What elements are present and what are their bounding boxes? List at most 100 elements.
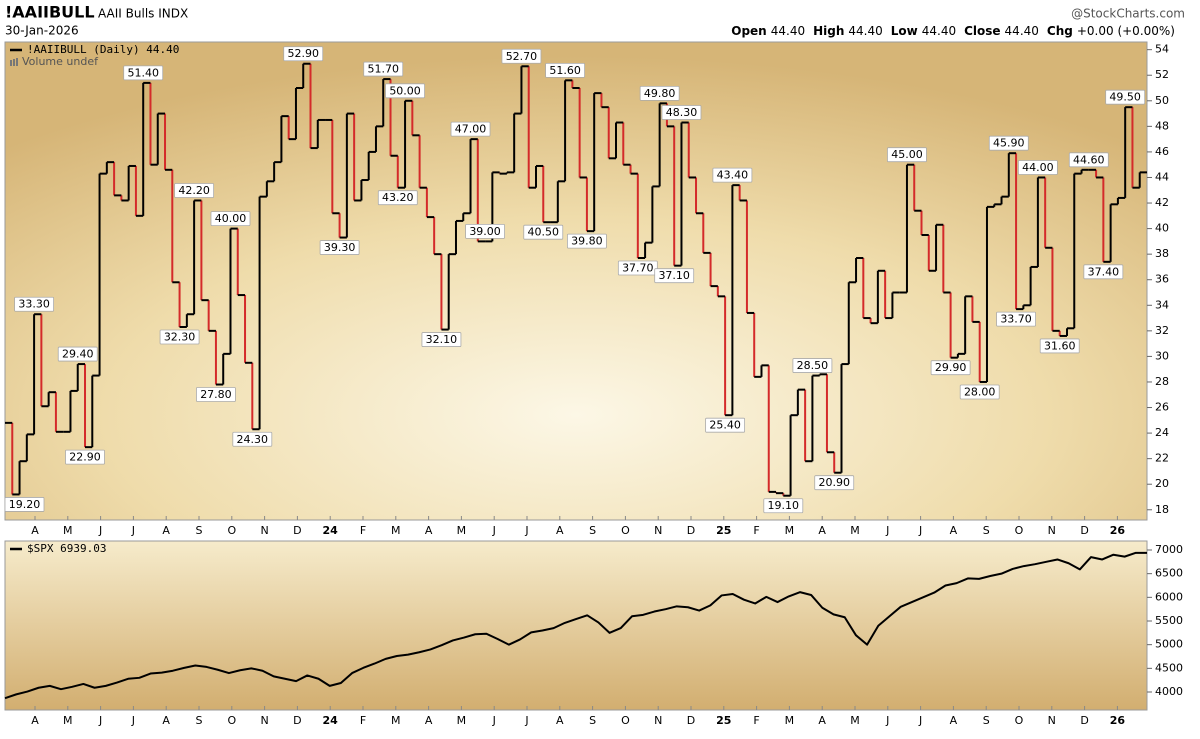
- data-label-box: [792, 358, 833, 373]
- x-tick-label: J: [524, 524, 528, 537]
- source: @StockCharts.com: [1071, 7, 1185, 21]
- data-label: 33.70: [1000, 313, 1032, 326]
- data-label: 25.40: [709, 419, 741, 432]
- x-tick-label: J: [131, 714, 135, 727]
- data-label-box: [639, 85, 680, 101]
- x-tick-label: J: [492, 714, 496, 727]
- x-tick-label: J: [524, 714, 528, 727]
- x-tick-label: M: [391, 714, 401, 727]
- data-label-box: [385, 83, 425, 99]
- x-tick-label: M: [63, 714, 73, 727]
- x-tick-label: 24: [323, 714, 339, 727]
- x-tick-label: A: [162, 714, 170, 727]
- x-tick-label: O: [1015, 714, 1024, 727]
- y-tick-label: 46: [1155, 145, 1169, 158]
- y-tick-label: 36: [1155, 273, 1169, 286]
- data-label: 48.30: [666, 106, 698, 119]
- data-label: 28.00: [964, 385, 996, 398]
- y-tick-label: 30: [1155, 349, 1169, 362]
- data-label-box: [159, 329, 200, 345]
- y-tick-label: 28: [1155, 375, 1169, 388]
- x-tick-label: M: [457, 524, 467, 537]
- data-label-box: [988, 135, 1029, 151]
- x-tick-label: M: [457, 714, 467, 727]
- data-label: 37.70: [622, 261, 654, 274]
- y-tick-label: 5000: [1155, 638, 1183, 651]
- legend-label: !AAIIBULL (Daily) 44.40: [27, 43, 179, 56]
- x-tick-label: S: [196, 524, 203, 537]
- data-label: 28.50: [797, 359, 829, 372]
- y-tick-label: 6500: [1155, 567, 1183, 580]
- x-tick-label: N: [1048, 524, 1056, 537]
- quote-value: 44.40: [1005, 24, 1039, 38]
- x-tick-label: O: [621, 524, 630, 537]
- x-tick-label: D: [687, 714, 695, 727]
- x-tick-label: A: [950, 524, 958, 537]
- data-label: 43.20: [382, 191, 414, 204]
- data-label-box: [210, 211, 251, 226]
- data-label: 29.40: [62, 348, 94, 361]
- quote-label: High: [813, 24, 844, 38]
- data-label: 47.00: [455, 123, 487, 136]
- data-label-box: [196, 387, 236, 402]
- x-tick-label: J: [918, 714, 922, 727]
- data-label: 33.30: [18, 298, 50, 311]
- y-tick-label: 4000: [1155, 685, 1183, 698]
- x-tick-label: A: [950, 714, 958, 727]
- data-label: 32.30: [164, 331, 196, 344]
- y-tick-label: 6000: [1155, 590, 1183, 603]
- y-tick-label: 48: [1155, 119, 1169, 132]
- y-tick-label: 32: [1155, 324, 1169, 337]
- x-tick-label: A: [425, 524, 433, 537]
- x-tick-label: D: [1080, 714, 1088, 727]
- x-tick-label: J: [492, 524, 496, 537]
- data-label-box: [174, 183, 215, 198]
- quote-value: 44.40: [922, 24, 956, 38]
- data-label: 50.00: [389, 84, 421, 97]
- data-label-box: [661, 105, 702, 120]
- x-tick-label: M: [785, 524, 795, 537]
- y-tick-label: 50: [1155, 94, 1169, 107]
- x-tick-label: D: [687, 524, 695, 537]
- data-label-box: [996, 311, 1036, 327]
- quote-value: 44.40: [848, 24, 882, 38]
- data-label-box: [14, 296, 54, 312]
- x-tick-label: F: [753, 524, 759, 537]
- y-tick-label: 4500: [1155, 661, 1183, 674]
- panel-background: [4, 41, 1148, 521]
- y-tick-label: 5500: [1155, 614, 1183, 627]
- data-label: 51.40: [127, 66, 159, 79]
- x-tick-label: S: [983, 714, 990, 727]
- data-label: 43.40: [717, 169, 749, 182]
- data-label: 27.80: [200, 388, 232, 401]
- data-label: 40.00: [215, 212, 247, 225]
- data-label: 19.10: [768, 499, 800, 512]
- x-tick-label: D: [293, 524, 301, 537]
- x-tick-label: A: [818, 524, 826, 537]
- data-label: 37.40: [1088, 265, 1120, 278]
- x-tick-label: O: [621, 714, 630, 727]
- data-label-box: [814, 475, 855, 491]
- data-label-box: [1083, 264, 1124, 280]
- data-label: 49.80: [644, 87, 676, 100]
- x-tick-label: M: [785, 714, 795, 727]
- data-label-box: [57, 346, 98, 362]
- data-label: 39.80: [571, 235, 603, 248]
- data-label: 45.00: [891, 148, 923, 161]
- x-tick-label: A: [818, 714, 826, 727]
- data-label-box: [617, 260, 658, 276]
- x-tick-label: F: [360, 524, 366, 537]
- x-tick-label: J: [885, 714, 889, 727]
- x-tick-label: 24: [323, 524, 339, 537]
- x-tick-label: O: [1015, 524, 1024, 537]
- y-tick-label: 18: [1155, 503, 1169, 516]
- data-label-box: [1068, 152, 1109, 168]
- data-label-box: [567, 233, 607, 249]
- x-tick-label: J: [918, 524, 922, 537]
- x-tick-label: N: [654, 524, 662, 537]
- data-label: 52.70: [506, 50, 538, 63]
- y-tick-label: 42: [1155, 196, 1169, 209]
- x-tick-label: D: [293, 714, 301, 727]
- quote-label: Close: [964, 24, 1000, 38]
- data-label-box: [705, 417, 746, 433]
